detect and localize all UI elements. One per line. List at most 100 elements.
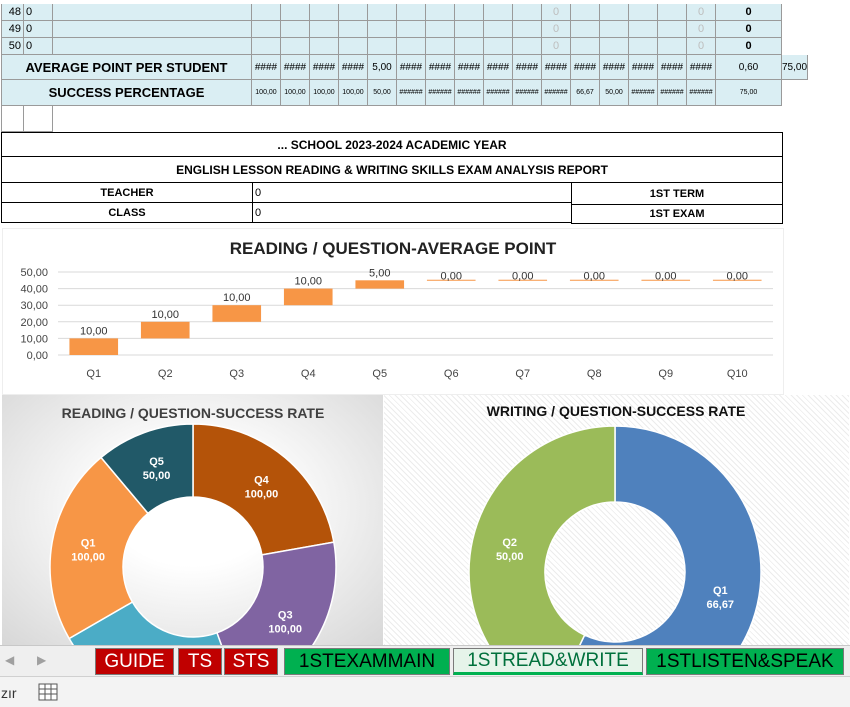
row-cell[interactable] — [571, 21, 600, 38]
average-value[interactable]: #### — [426, 55, 455, 80]
success-value[interactable]: ###### — [542, 80, 571, 106]
row-cell[interactable] — [658, 4, 687, 21]
row-empty-cell[interactable] — [53, 21, 252, 38]
row-ghost-value[interactable]: 0 — [687, 4, 716, 21]
average-value[interactable]: #### — [687, 55, 716, 80]
row-cell[interactable] — [571, 38, 600, 55]
row-ghost-value[interactable]: 0 — [687, 38, 716, 55]
row-cell[interactable] — [658, 38, 687, 55]
row-value[interactable]: 0 — [24, 38, 53, 55]
row-cell[interactable] — [658, 21, 687, 38]
success-value[interactable]: ###### — [397, 80, 426, 106]
sheet-tab-guide[interactable]: GUIDE — [95, 648, 174, 675]
row-total[interactable]: 0 — [716, 38, 782, 55]
row-empty-cell[interactable] — [53, 38, 252, 55]
sheet-tab-sts[interactable]: STS — [224, 648, 278, 675]
row-cell[interactable] — [455, 38, 484, 55]
row-cell[interactable] — [281, 21, 310, 38]
row-ghost-value[interactable]: 0 — [542, 38, 571, 55]
average-value[interactable]: #### — [571, 55, 600, 80]
row-cell[interactable] — [281, 4, 310, 21]
row-cell[interactable] — [455, 21, 484, 38]
row-cell[interactable] — [252, 21, 281, 38]
row-cell[interactable] — [629, 21, 658, 38]
scroll-left-icon[interactable]: ◀ — [5, 653, 15, 667]
row-cell[interactable] — [368, 21, 397, 38]
row-cell[interactable] — [571, 4, 600, 21]
success-value[interactable]: ###### — [687, 80, 716, 106]
success-value[interactable]: ###### — [426, 80, 455, 106]
sheet-tab-1stread-write[interactable]: 1STREAD&WRITE — [453, 648, 643, 675]
worksheet-icon[interactable] — [38, 683, 58, 701]
row-value[interactable]: 0 — [24, 4, 53, 21]
average-value[interactable]: #### — [397, 55, 426, 80]
average-value[interactable]: #### — [339, 55, 368, 80]
average-value[interactable]: 0,60 — [716, 55, 782, 80]
average-value[interactable]: #### — [513, 55, 542, 80]
row-cell[interactable] — [426, 21, 455, 38]
average-value[interactable]: 75,00 — [782, 55, 809, 80]
row-cell[interactable] — [513, 38, 542, 55]
row-cell[interactable] — [310, 4, 339, 21]
row-cell[interactable] — [513, 4, 542, 21]
success-value[interactable]: 50,00 — [368, 80, 397, 106]
row-cell[interactable] — [600, 4, 629, 21]
row-cell[interactable] — [339, 21, 368, 38]
average-value[interactable]: #### — [310, 55, 339, 80]
sheet-tab-1stlisten-speak[interactable]: 1STLISTEN&SPEAK — [646, 648, 844, 675]
average-value[interactable]: #### — [455, 55, 484, 80]
row-total[interactable]: 0 — [716, 4, 782, 21]
success-value[interactable]: 50,00 — [600, 80, 629, 106]
row-cell[interactable] — [484, 38, 513, 55]
success-value[interactable]: 100,00 — [252, 80, 281, 106]
row-value[interactable]: 0 — [24, 21, 53, 38]
row-cell[interactable] — [513, 21, 542, 38]
row-cell[interactable] — [281, 38, 310, 55]
reading-donut-panel[interactable]: READING / QUESTION-SUCCESS RATE Q4 100,00 Q… — [2, 395, 383, 645]
row-total[interactable]: 0 — [716, 21, 782, 38]
blank-cell[interactable] — [24, 106, 53, 132]
row-cell[interactable] — [455, 4, 484, 21]
class-value[interactable]: 0 — [252, 202, 572, 223]
row-cell[interactable] — [252, 4, 281, 21]
writing-donut-panel[interactable]: WRITING / QUESTION-SUCCESS RATE Q1 66,67 Q2… — [384, 395, 849, 645]
row-cell[interactable] — [339, 38, 368, 55]
row-cell[interactable] — [368, 4, 397, 21]
teacher-value[interactable]: 0 — [252, 182, 572, 203]
row-cell[interactable] — [397, 21, 426, 38]
row-cell[interactable] — [397, 4, 426, 21]
row-cell[interactable] — [310, 38, 339, 55]
success-value[interactable]: 75,00 — [716, 80, 782, 106]
success-value[interactable]: ###### — [484, 80, 513, 106]
bar-chart-panel[interactable]: READING / QUESTION-AVERAGE POINT 0,00 10,0… — [2, 228, 784, 395]
success-value[interactable]: 66,67 — [571, 80, 600, 106]
row-cell[interactable] — [252, 38, 281, 55]
sheet-tab-1stexammain[interactable]: 1STEXAMMAIN — [284, 648, 450, 675]
row-cell[interactable] — [600, 21, 629, 38]
row-cell[interactable] — [368, 38, 397, 55]
average-value[interactable]: #### — [629, 55, 658, 80]
average-value[interactable]: #### — [484, 55, 513, 80]
row-cell[interactable] — [600, 38, 629, 55]
sheet-tab-ts[interactable]: TS — [178, 648, 222, 675]
row-cell[interactable] — [484, 4, 513, 21]
row-ghost-value[interactable]: 0 — [542, 21, 571, 38]
row-cell[interactable] — [629, 38, 658, 55]
scroll-right-icon[interactable]: ▶ — [37, 653, 47, 667]
row-empty-cell[interactable] — [53, 4, 252, 21]
blank-cell[interactable] — [1, 106, 24, 132]
average-value[interactable]: 5,00 — [368, 55, 397, 80]
row-ghost-value[interactable]: 0 — [687, 21, 716, 38]
success-value[interactable]: 100,00 — [281, 80, 310, 106]
row-cell[interactable] — [339, 4, 368, 21]
success-value[interactable]: ###### — [513, 80, 542, 106]
success-value[interactable]: 100,00 — [339, 80, 368, 106]
row-cell[interactable] — [426, 38, 455, 55]
average-value[interactable]: #### — [658, 55, 687, 80]
row-cell[interactable] — [629, 4, 658, 21]
success-value[interactable]: ###### — [658, 80, 687, 106]
success-value[interactable]: 100,00 — [310, 80, 339, 106]
row-cell[interactable] — [426, 4, 455, 21]
average-value[interactable]: #### — [252, 55, 281, 80]
average-value[interactable]: #### — [542, 55, 571, 80]
